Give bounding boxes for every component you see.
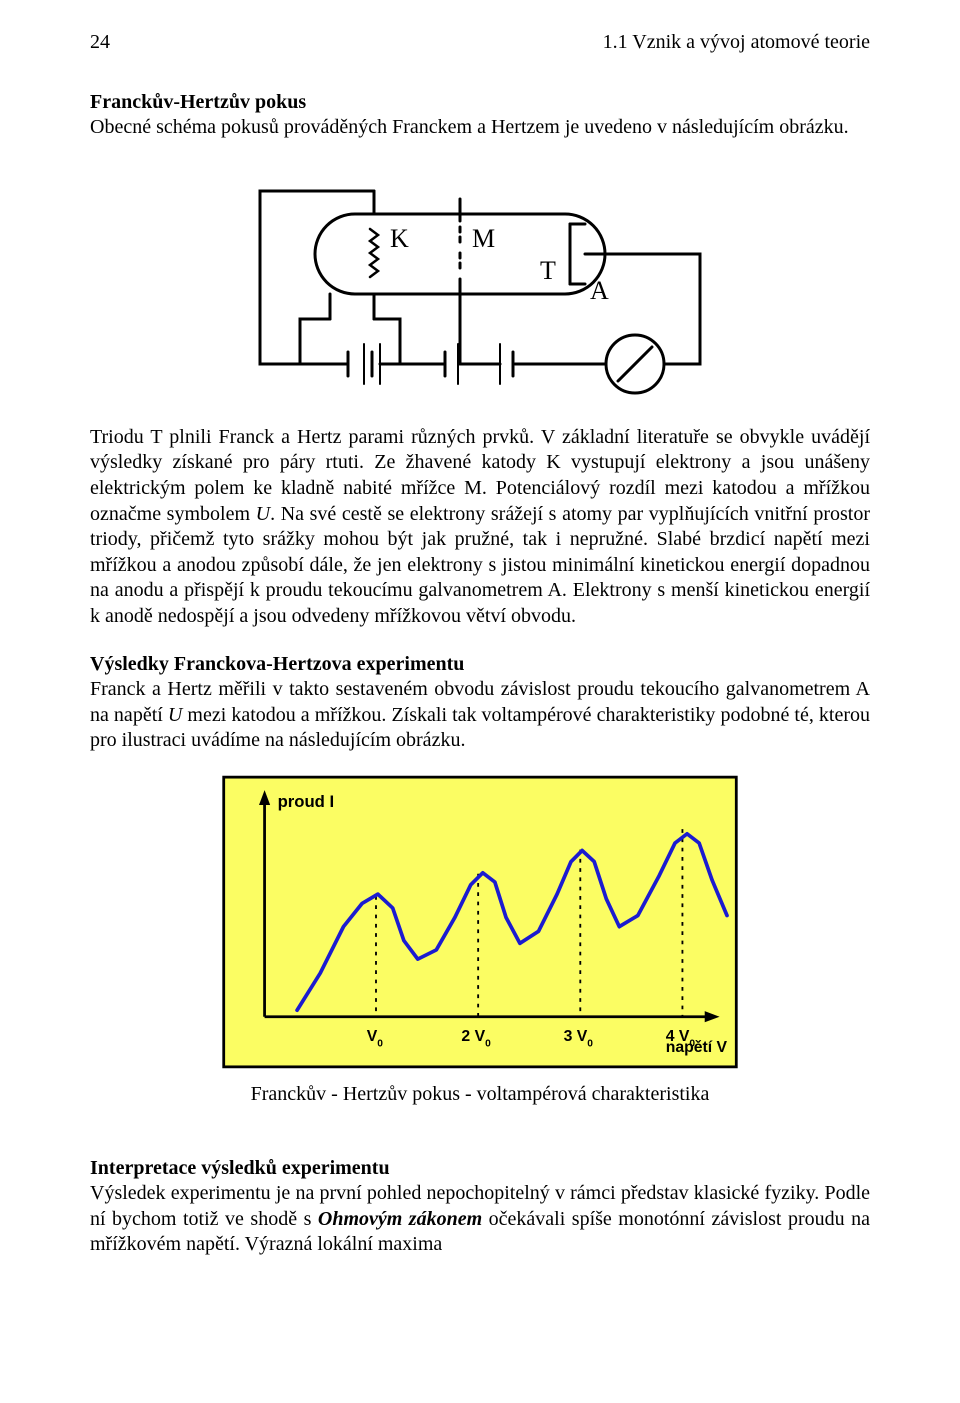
section-franck-hertz: Franckův-Hertzův pokus Obecné schéma pok… <box>90 90 870 141</box>
section-header: 1.1 Vznik a vývoj atomové teorie <box>603 30 870 56</box>
circuit-label-k: K <box>390 224 409 253</box>
circuit-label-t: T <box>540 256 556 285</box>
section2-body: Franck a Hertz měřili v takto sestaveném… <box>90 677 870 754</box>
circuit-label-m: M <box>472 224 495 253</box>
section2-title: Výsledky Franckova-Hertzova experimentu <box>90 652 870 678</box>
body-paragraph-1: Triodu T plnili Franck a Hertz parami rů… <box>90 425 870 630</box>
section3-title: Interpretace výsledků experimentu <box>90 1156 870 1182</box>
chart-ylabel: proud I <box>278 792 335 811</box>
section3-body: Výsledek experimentu je na první pohled … <box>90 1181 870 1258</box>
section1-intro: Obecné schéma pokusů prováděných Francke… <box>90 115 870 141</box>
circuit-label-a: A <box>590 276 609 305</box>
va-chart: proud I napětí V V0 2 V0 3 V0 4 V0 <box>220 772 740 1072</box>
circuit-diagram: K M T A <box>240 169 720 399</box>
chart-caption: Franckův - Hertzův pokus - voltampérová … <box>90 1082 870 1108</box>
page-number: 24 <box>90 30 110 56</box>
page-header: 24 1.1 Vznik a vývoj atomové teorie <box>90 30 870 56</box>
section1-title: Franckův-Hertzův pokus <box>90 90 870 116</box>
